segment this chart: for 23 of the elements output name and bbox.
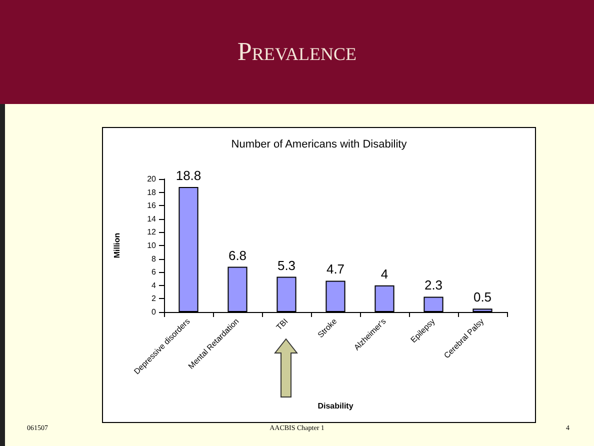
y-tick-label: 4 — [152, 280, 157, 290]
y-tick-label: 6 — [152, 268, 157, 277]
data-label: 5.3 — [277, 258, 296, 273]
x-axis-title: Disability — [318, 402, 354, 410]
data-label: 18.8 — [176, 168, 202, 183]
y-axis-title: Million — [112, 232, 122, 258]
data-label: 0.5 — [473, 290, 492, 305]
chart-title: Prevalence — [237, 37, 357, 67]
y-tick-label: 16 — [147, 201, 157, 210]
y-tick-label: 0 — [152, 308, 157, 316]
data-label: 4 — [380, 266, 388, 282]
data-label: 4.7 — [326, 262, 345, 277]
data-label: 6.8 — [228, 248, 247, 263]
y-tick-label: 20 — [147, 174, 157, 184]
y-tick-label: 14 — [147, 214, 157, 224]
y-tick-label: 18 — [147, 188, 157, 197]
x-tick-label: TBI — [274, 316, 290, 332]
y-tick-label: 10 — [147, 241, 157, 250]
y-tick-label: 12 — [147, 228, 157, 237]
data-label: 2.3 — [424, 278, 443, 293]
y-tick-label: 8 — [152, 254, 157, 264]
chart-subtitle: Number of Americans with Disability — [231, 138, 408, 150]
y-tick-label: 2 — [152, 294, 157, 304]
